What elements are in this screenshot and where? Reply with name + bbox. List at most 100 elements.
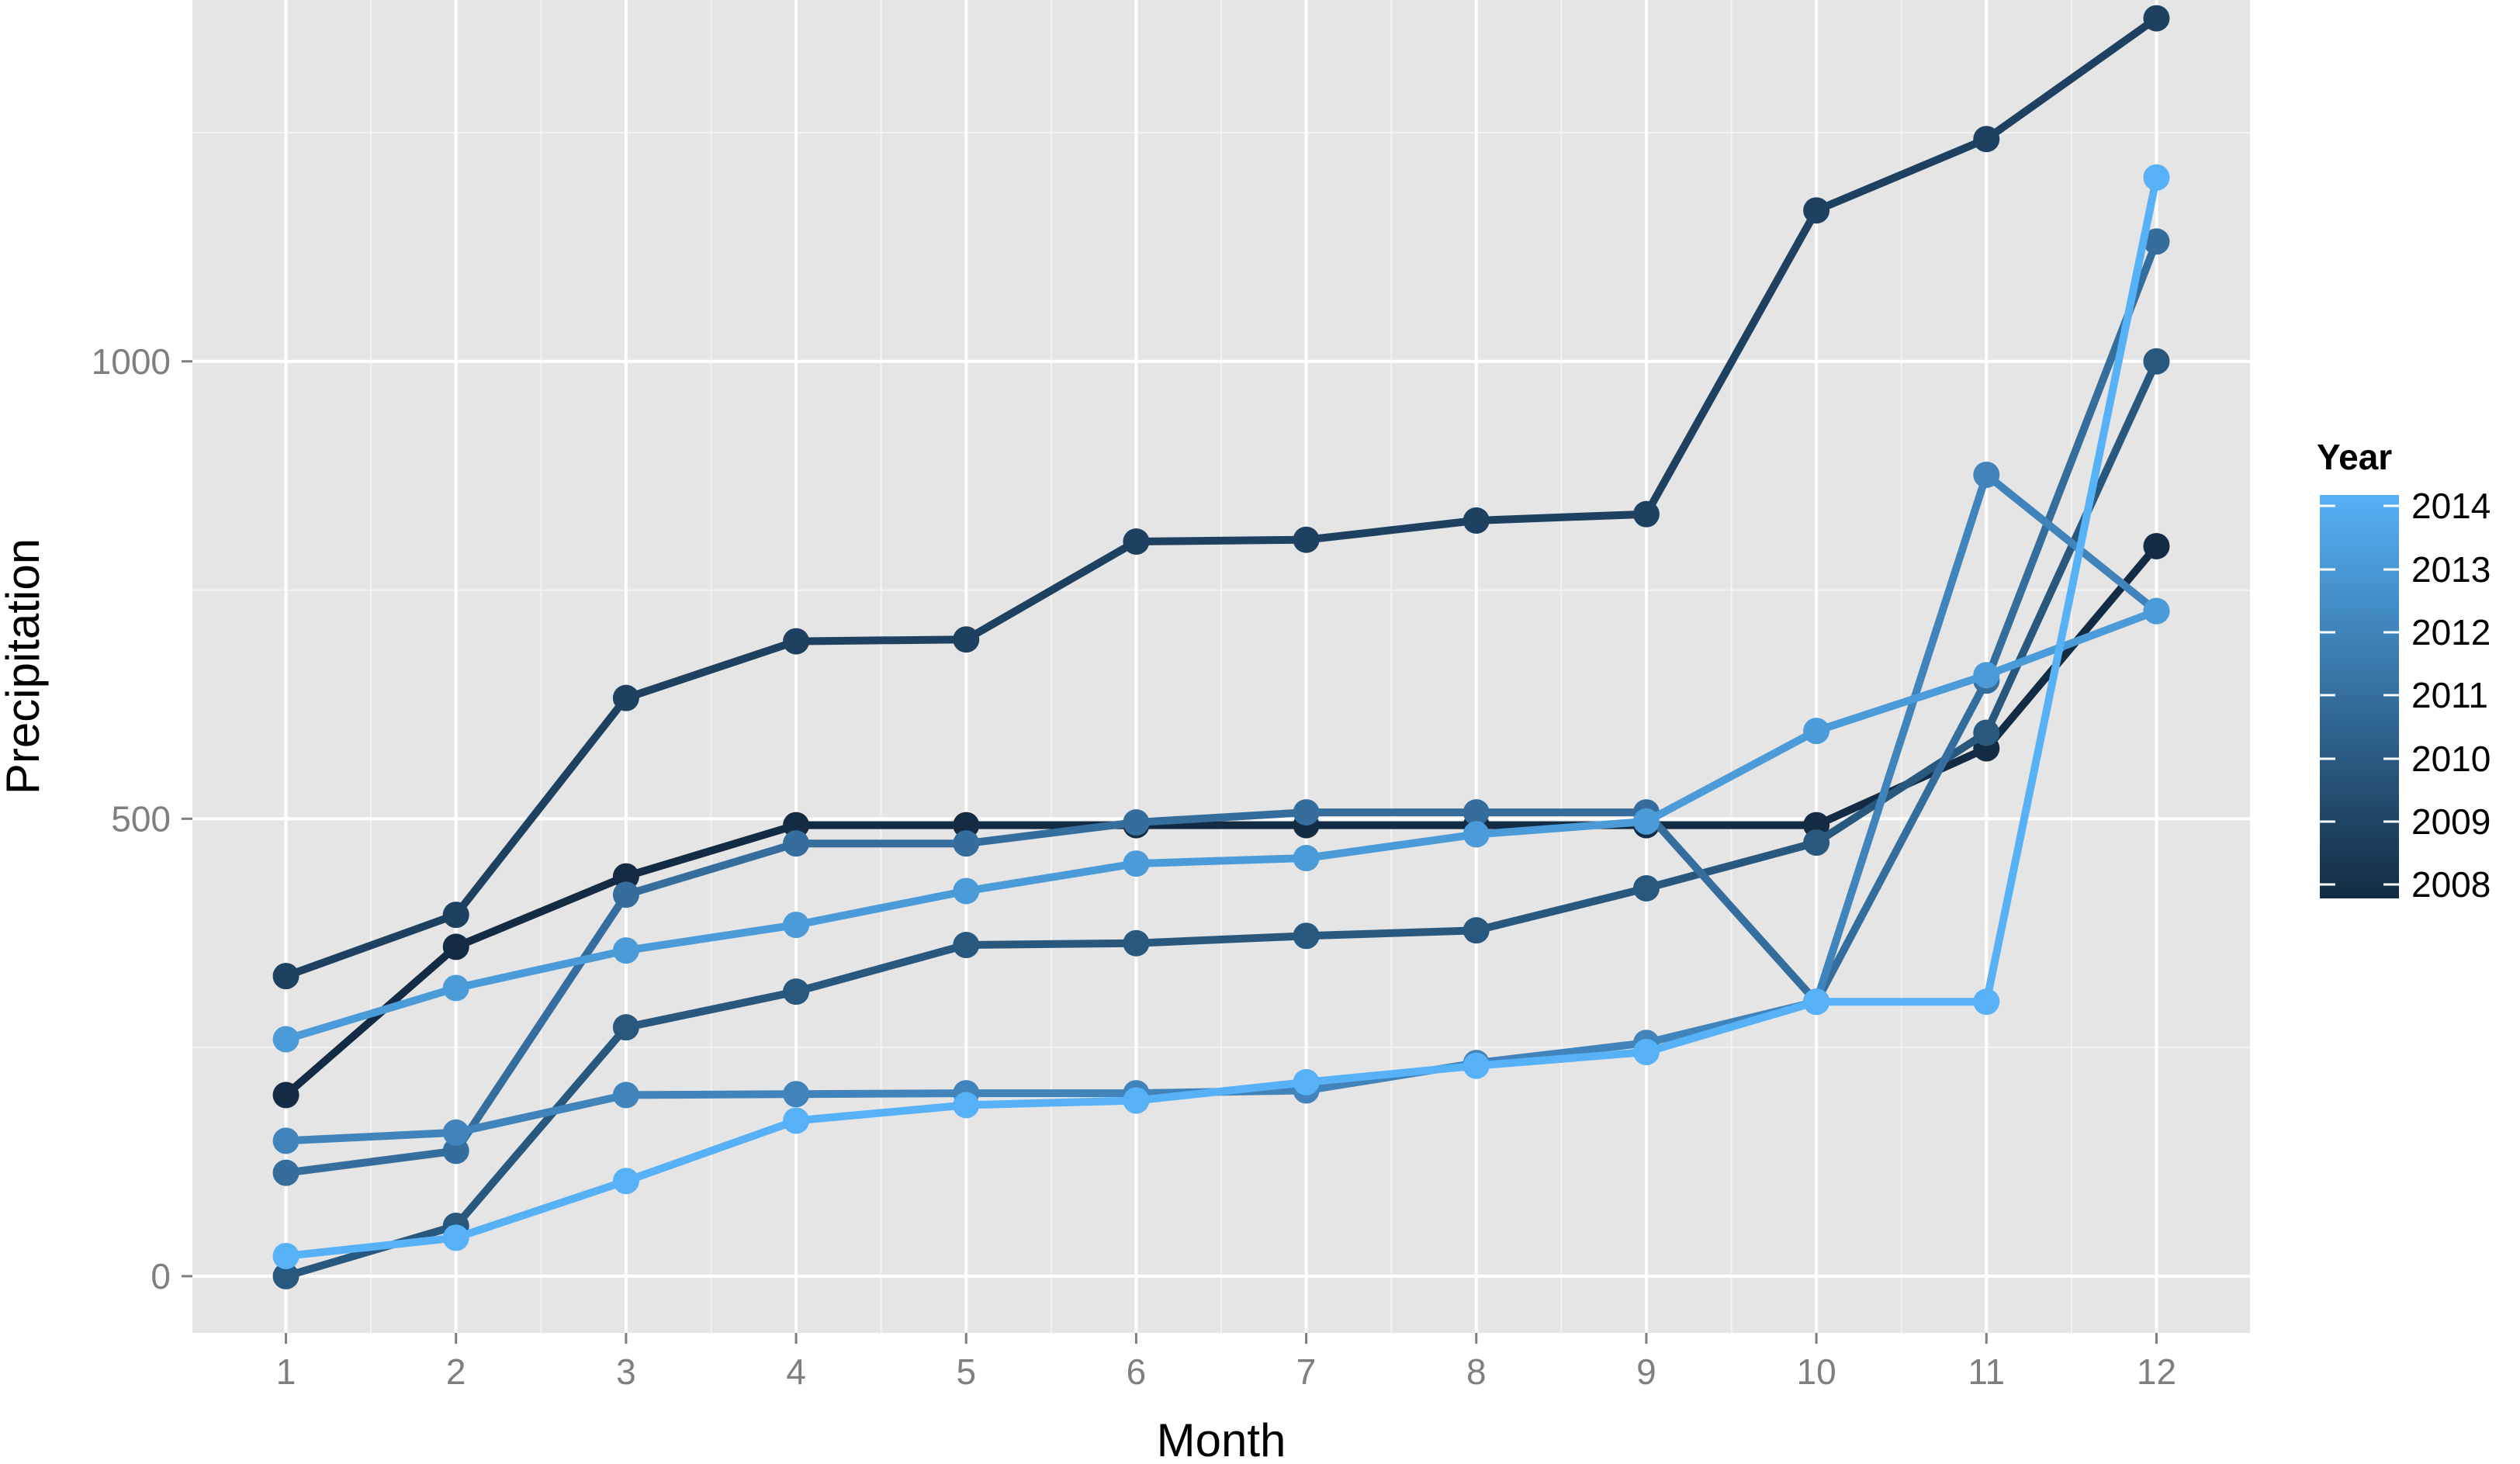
series-lines bbox=[272, 5, 2170, 1289]
x-tick-label: 4 bbox=[786, 1352, 806, 1392]
data-point-2013 bbox=[1123, 850, 1150, 877]
data-point-2013 bbox=[272, 1026, 299, 1053]
data-point-2013 bbox=[1293, 845, 1320, 872]
data-point-2014 bbox=[1973, 988, 2000, 1016]
data-point-2011 bbox=[2143, 228, 2170, 255]
x-tick-label: 5 bbox=[956, 1352, 976, 1392]
data-point-2010 bbox=[612, 1014, 639, 1041]
data-point-2014 bbox=[1293, 1068, 1320, 1095]
series-2014 bbox=[272, 164, 2170, 1269]
data-point-2013 bbox=[953, 877, 980, 905]
data-point-2012 bbox=[272, 1127, 299, 1154]
data-point-2008 bbox=[2143, 532, 2170, 559]
data-point-2009 bbox=[442, 902, 469, 929]
data-point-2010 bbox=[953, 932, 980, 959]
x-tick-label: 10 bbox=[1797, 1352, 1836, 1392]
data-point-2014 bbox=[612, 1168, 639, 1195]
legend-label: 2014 bbox=[2411, 486, 2491, 526]
data-point-2009 bbox=[1123, 528, 1150, 555]
data-point-2014 bbox=[783, 1107, 810, 1134]
series-2009 bbox=[272, 5, 2170, 990]
data-point-2010 bbox=[1632, 874, 1660, 902]
data-point-2008 bbox=[783, 812, 810, 839]
data-point-2010 bbox=[2143, 348, 2170, 375]
legend-label: 2008 bbox=[2411, 864, 2491, 905]
series-line-2010 bbox=[282, 357, 2161, 1280]
data-point-2008 bbox=[953, 812, 980, 839]
x-tick-label: 3 bbox=[616, 1352, 636, 1392]
x-axis-title: Month bbox=[1157, 1414, 1286, 1464]
data-point-2013 bbox=[783, 912, 810, 939]
data-point-2011 bbox=[783, 830, 810, 857]
data-point-2011 bbox=[953, 830, 980, 857]
data-point-2009 bbox=[953, 626, 980, 653]
data-point-2014 bbox=[272, 1242, 299, 1269]
data-point-2014 bbox=[2143, 164, 2170, 191]
data-point-2011 bbox=[272, 1159, 299, 1186]
data-point-2010 bbox=[1462, 917, 1490, 944]
data-point-2009 bbox=[612, 684, 639, 711]
data-point-2010 bbox=[272, 1262, 299, 1289]
series-line-2013 bbox=[282, 607, 2161, 1043]
data-point-2008 bbox=[442, 933, 469, 960]
data-point-2008 bbox=[272, 1082, 299, 1109]
legend-title: Year bbox=[2317, 437, 2392, 477]
legend-label: 2010 bbox=[2411, 739, 2491, 779]
legend: Year 2014 2013 2012 2011 2010 2009 2008 bbox=[2317, 437, 2491, 905]
data-point-2013 bbox=[1973, 662, 2000, 689]
data-point-2014 bbox=[1123, 1087, 1150, 1114]
data-point-2009 bbox=[1462, 507, 1490, 534]
x-tick-label: 8 bbox=[1466, 1352, 1487, 1392]
data-point-2013 bbox=[2143, 597, 2170, 625]
series-line-2011 bbox=[282, 237, 2161, 1177]
data-point-2014 bbox=[953, 1092, 980, 1119]
data-point-2009 bbox=[2143, 5, 2170, 32]
data-point-2012 bbox=[783, 1081, 810, 1108]
data-point-2014 bbox=[442, 1224, 469, 1251]
data-point-2012 bbox=[442, 1119, 469, 1146]
data-point-2010 bbox=[1973, 719, 2000, 746]
x-tick-label: 6 bbox=[1127, 1352, 1147, 1392]
legend-label: 2011 bbox=[2411, 675, 2488, 715]
legend-ticks: 2014 2013 2012 2011 2010 2009 2008 bbox=[2320, 486, 2491, 905]
series-2013 bbox=[272, 597, 2170, 1053]
legend-colorbar bbox=[2320, 495, 2399, 898]
series-line-2009 bbox=[282, 14, 2161, 981]
x-tick-label: 1 bbox=[276, 1352, 296, 1392]
data-point-2009 bbox=[783, 628, 810, 655]
data-point-2013 bbox=[1632, 808, 1660, 835]
data-point-2009 bbox=[1632, 500, 1660, 528]
data-point-2012 bbox=[1973, 461, 2000, 488]
x-tick-label: 11 bbox=[1968, 1352, 2005, 1392]
x-axis: 1 2 3 4 5 6 7 8 9 10 11 12 bbox=[276, 1333, 2176, 1392]
x-tick-label: 2 bbox=[446, 1352, 466, 1392]
data-point-2013 bbox=[612, 937, 639, 964]
legend-label: 2013 bbox=[2411, 549, 2491, 590]
data-point-2013 bbox=[442, 974, 469, 1002]
data-point-2010 bbox=[783, 978, 810, 1005]
y-tick-label: 1000 bbox=[92, 341, 171, 382]
y-axis: 0 500 1000 bbox=[92, 341, 192, 1296]
series-line-2008 bbox=[282, 542, 2161, 1099]
y-tick-label: 0 bbox=[151, 1256, 171, 1296]
data-point-2014 bbox=[1462, 1052, 1490, 1079]
data-point-2008 bbox=[612, 863, 639, 890]
x-tick-label: 9 bbox=[1636, 1352, 1656, 1392]
x-tick-label: 7 bbox=[1296, 1352, 1317, 1392]
data-point-2009 bbox=[1293, 526, 1320, 553]
series-line-2014 bbox=[282, 173, 2161, 1260]
legend-label: 2009 bbox=[2411, 801, 2491, 842]
data-point-2013 bbox=[1803, 718, 1830, 745]
y-tick-label: 500 bbox=[111, 798, 171, 839]
data-point-2009 bbox=[1973, 126, 2000, 153]
data-point-2013 bbox=[1462, 821, 1490, 848]
data-point-2010 bbox=[1803, 829, 1830, 856]
data-point-2014 bbox=[1803, 988, 1830, 1016]
data-point-2011 bbox=[1123, 809, 1150, 836]
data-point-2010 bbox=[1293, 922, 1320, 950]
data-point-2011 bbox=[1293, 799, 1320, 826]
legend-label: 2012 bbox=[2411, 612, 2491, 652]
data-point-2011 bbox=[1462, 799, 1490, 826]
x-tick-label: 12 bbox=[2137, 1352, 2176, 1392]
